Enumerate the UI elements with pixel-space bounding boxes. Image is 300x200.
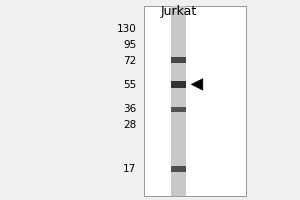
Text: 28: 28 — [123, 120, 136, 130]
Text: 17: 17 — [123, 164, 136, 174]
Text: 130: 130 — [117, 24, 136, 34]
Text: 55: 55 — [123, 80, 136, 90]
Text: 36: 36 — [123, 104, 136, 114]
Bar — [171, 166, 186, 172]
Bar — [171, 81, 186, 88]
Text: Jurkat: Jurkat — [160, 5, 196, 18]
Bar — [171, 57, 186, 63]
Bar — [171, 6, 186, 196]
Bar — [144, 6, 246, 196]
Text: 95: 95 — [123, 40, 136, 50]
Bar — [171, 106, 186, 112]
Text: 72: 72 — [123, 56, 136, 66]
Polygon shape — [191, 79, 203, 90]
